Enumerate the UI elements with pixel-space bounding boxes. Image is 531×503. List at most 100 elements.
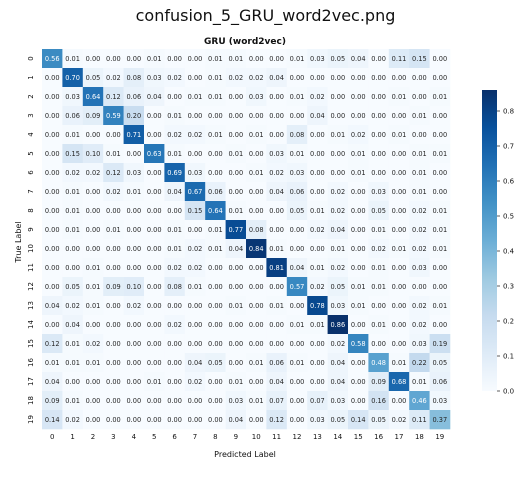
cell-value-label: 0.00 [45,93,60,101]
cell-value-label: 0.77 [228,226,243,234]
heatmap-cell [388,334,410,354]
heatmap-cell [144,372,165,392]
heatmap-cell [307,353,328,373]
cell-value-label: 0.10 [86,150,101,158]
heatmap-cell [62,106,84,126]
y-tick-label: 17 [27,377,35,386]
heatmap-cell [307,68,328,88]
cell-value-label: 0.59 [106,112,121,120]
heatmap-cell [164,144,186,164]
heatmap-cell [123,239,145,259]
cell-value-label: 0.01 [208,131,223,139]
heatmap-cell [388,353,410,373]
heatmap-cell [388,163,410,183]
cell-value-label: 0.00 [432,55,447,63]
cell-value-label: 0.01 [167,245,182,253]
cell-value-label: 0.01 [65,359,80,367]
cell-value-label: 0.00 [208,169,223,177]
cell-value-label: 0.46 [412,397,427,405]
cell-value-label: 0.48 [371,359,386,367]
heatmap-cell [266,220,288,240]
heatmap-cell [62,239,84,259]
heatmap-cell [42,68,63,88]
heatmap-cell [286,315,308,335]
heatmap-cell [164,125,186,145]
heatmap-cell [144,144,165,164]
cell-value-label: 0.03 [310,55,325,63]
cell-value-label: 0.00 [432,131,447,139]
cell-value-label: 0.01 [412,150,427,158]
x-tick-label: 8 [213,433,217,441]
heatmap-cell [348,410,369,430]
heatmap-cell [266,144,288,164]
cell-value-label: 0.00 [208,340,223,348]
heatmap-cell [144,49,165,69]
heatmap-cell [62,353,84,373]
heatmap-cell [164,258,186,278]
cell-value-label: 0.00 [228,264,243,272]
cell-value-label: 0.00 [228,283,243,291]
heatmap-cell [246,296,267,316]
heatmap-cell [184,353,206,373]
heatmap-cell [144,201,165,221]
cell-value-label: 0.00 [330,112,345,120]
heatmap-cell [82,315,104,335]
cell-value-label: 0.02 [65,169,80,177]
heatmap-cell [286,68,308,88]
heatmap-cell [62,144,84,164]
heatmap-cell [327,144,349,164]
heatmap-cell [409,372,430,392]
cell-value-label: 0.01 [65,226,80,234]
cell-value-label: 0.00 [86,188,101,196]
cell-value-label: 0.06 [269,359,284,367]
heatmap-cell [327,87,349,107]
cell-value-label: 0.00 [188,150,203,158]
heatmap-cell [205,239,226,259]
cell-value-label: 0.00 [208,283,223,291]
cell-value-label: 0.78 [310,302,325,310]
heatmap-cell [205,410,226,430]
heatmap-cells: 0.56 0.01 0.00 0.00 0.00 0.01 0.00 0.00 0.01 0.01… [42,49,451,430]
heatmap-cell [266,163,288,183]
heatmap-cell [307,182,328,202]
heatmap-cell [307,163,328,183]
cell-value-label: 0.02 [188,245,203,253]
heatmap-cell [205,258,226,278]
cell-value-label: 0.00 [392,112,407,120]
cell-value-label: 0.11 [392,55,407,63]
heatmap-cell [348,353,369,373]
heatmap-cell [388,391,410,411]
cell-value-label: 0.01 [269,245,284,253]
heatmap-cell [266,315,288,335]
heatmap-cell [368,334,390,354]
cell-value-label: 0.00 [126,245,141,253]
cell-value-label: 0.00 [147,359,162,367]
heatmap-cell [348,49,369,69]
x-tick-label: 19 [435,433,444,441]
cell-value-label: 0.00 [188,416,203,424]
heatmap-cell [246,391,267,411]
cell-value-label: 0.00 [351,321,366,329]
heatmap-cell [62,296,84,316]
colorbar-ticks: 0.0 0.1 0.2 0.3 0.4 0.5 0.6 0.7 0.8 [497,108,515,396]
cell-value-label: 0.15 [65,150,80,158]
cell-value-label: 0.00 [126,416,141,424]
cell-value-label: 0.00 [106,131,121,139]
y-tick-label: 3 [27,113,35,117]
cell-value-label: 0.00 [65,378,80,386]
heatmap-cell [225,277,247,297]
heatmap-cell [409,239,430,259]
heatmap-cell [327,220,349,240]
heatmap-cell [348,258,369,278]
heatmap-cell [225,372,247,392]
cell-value-label: 0.01 [351,150,366,158]
cell-value-label: 0.00 [432,112,447,120]
cell-value-label: 0.19 [432,340,447,348]
x-tick-label: 11 [272,433,281,441]
cell-value-label: 0.04 [147,93,162,101]
heatmap-cell [348,68,369,88]
heatmap-cell [123,125,145,145]
chart-title: GRU (word2vec) [204,37,286,47]
cell-value-label: 0.05 [330,283,345,291]
